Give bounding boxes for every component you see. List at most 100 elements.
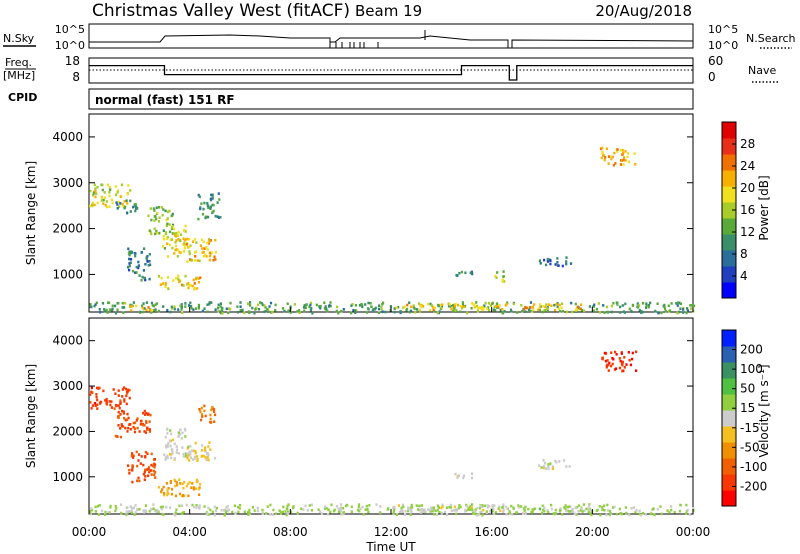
- data-cell: [135, 271, 138, 274]
- data-cell: [332, 509, 336, 513]
- data-cell: [205, 245, 208, 249]
- data-cell: [130, 509, 133, 513]
- data-cell: [241, 308, 244, 312]
- data-cell: [476, 513, 479, 517]
- data-cell: [174, 248, 177, 252]
- data-cell: [408, 301, 411, 304]
- data-cell: [679, 307, 682, 310]
- data-cell: [553, 303, 556, 307]
- data-cell: [243, 510, 246, 514]
- colorbar-tick-label: 50: [740, 382, 755, 396]
- data-cell: [195, 504, 198, 507]
- data-cell: [166, 445, 169, 449]
- data-cell: [121, 409, 124, 413]
- data-cell: [494, 511, 497, 514]
- data-cell: [605, 513, 608, 517]
- data-cell: [461, 305, 464, 308]
- colorbar-segment: [722, 202, 736, 219]
- data-cell: [445, 513, 449, 516]
- colorbar-segment: [722, 186, 736, 203]
- data-cell: [325, 506, 328, 510]
- data-cell: [214, 413, 217, 417]
- data-cell: [166, 456, 169, 460]
- data-cell: [206, 456, 209, 459]
- data-cell: [433, 513, 436, 516]
- data-cell: [558, 303, 561, 307]
- data-cell: [359, 507, 362, 510]
- data-cell: [170, 492, 174, 496]
- data-cell: [529, 301, 533, 304]
- data-cell: [635, 350, 638, 354]
- data-cell: [640, 514, 643, 517]
- data-cell: [217, 216, 221, 219]
- data-cell: [554, 512, 557, 515]
- data-cell: [607, 162, 610, 165]
- data-cell: [401, 503, 404, 507]
- data-cell: [336, 305, 339, 309]
- data-cell: [610, 155, 613, 159]
- data-cell: [473, 510, 476, 513]
- data-cell: [670, 302, 673, 305]
- data-cell: [375, 503, 378, 506]
- data-cell: [458, 474, 461, 477]
- data-cell: [128, 423, 131, 426]
- data-cell: [111, 307, 114, 311]
- data-cell: [149, 263, 152, 267]
- time-axis-label: Time UT: [365, 540, 416, 554]
- data-cell: [213, 513, 216, 517]
- data-cell: [473, 512, 476, 515]
- data-cell: [177, 230, 180, 234]
- data-cell: [104, 510, 107, 514]
- data-cell: [415, 308, 418, 311]
- data-cell: [498, 304, 501, 307]
- data-cell: [148, 469, 151, 472]
- data-cell: [640, 310, 643, 313]
- data-cell: [152, 507, 155, 510]
- data-cell: [223, 509, 226, 512]
- data-cell: [198, 195, 201, 199]
- data-cell: [236, 310, 239, 314]
- data-cell: [370, 305, 373, 309]
- data-cell: [286, 504, 289, 508]
- data-cell: [208, 301, 212, 304]
- data-cell: [415, 504, 418, 507]
- data-cell: [199, 276, 202, 279]
- data-cell: [169, 429, 172, 432]
- data-cell: [568, 505, 571, 509]
- data-cell: [427, 302, 430, 306]
- data-cell: [125, 513, 128, 516]
- data-cell: [126, 412, 129, 416]
- data-cell: [155, 302, 158, 305]
- data-cell: [682, 308, 685, 311]
- data-cell: [114, 434, 117, 438]
- data-cell: [142, 302, 145, 305]
- data-cell: [129, 251, 132, 255]
- data-cell: [638, 309, 641, 312]
- data-cell: [362, 513, 365, 516]
- data-cell: [606, 311, 610, 314]
- data-cell: [183, 242, 186, 245]
- data-cell: [543, 305, 547, 309]
- data-cell: [233, 504, 236, 508]
- data-cell: [559, 309, 562, 313]
- data-cell: [626, 152, 630, 155]
- data-cell: [547, 465, 550, 469]
- data-cell: [497, 305, 500, 309]
- data-cell: [99, 310, 102, 314]
- data-cell: [226, 509, 229, 513]
- data-cell: [144, 450, 147, 454]
- data-cell: [309, 303, 312, 307]
- data-cell: [181, 311, 184, 315]
- data-cell: [502, 510, 505, 513]
- data-cell: [181, 446, 184, 449]
- x-tick-label: 00:00: [72, 525, 107, 539]
- data-cell: [364, 303, 367, 306]
- colorbar-segment: [722, 234, 736, 251]
- data-cell: [613, 151, 616, 155]
- data-cell: [691, 304, 694, 307]
- data-cell: [188, 245, 191, 249]
- data-cell: [217, 306, 220, 310]
- data-cell: [645, 303, 648, 307]
- data-cell: [429, 302, 432, 306]
- data-cell: [461, 301, 464, 304]
